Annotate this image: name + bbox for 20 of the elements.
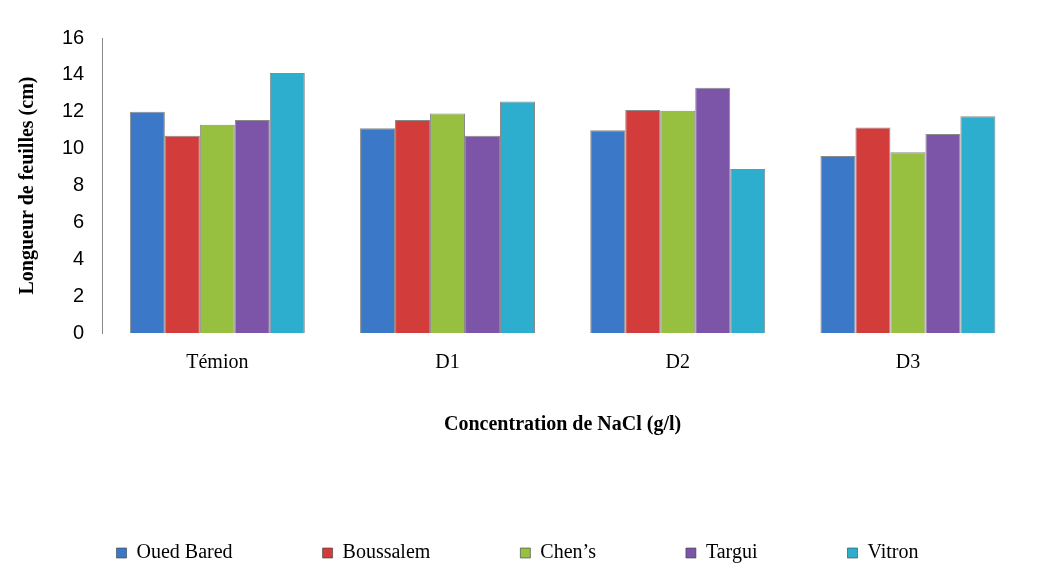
x-tick-label: D2 <box>665 350 690 373</box>
y-tick-label: 0 <box>73 320 85 343</box>
y-tick-label: 10 <box>62 136 85 159</box>
x-tick-label: D3 <box>895 350 921 373</box>
legend-label: Boussalem <box>342 540 431 563</box>
x-axis-title: Concentration de NaCl (g/l) <box>444 412 682 436</box>
y-tick-label: 14 <box>62 62 85 85</box>
y-tick-label: 6 <box>73 209 85 232</box>
x-tick-label: Témion <box>186 350 249 373</box>
legend-label: Chen’s <box>540 540 597 563</box>
x-tick-label: D1 <box>435 350 460 373</box>
y-tick-label: 16 <box>62 25 85 48</box>
y-axis-title: Longueur de feuilles (cm) <box>15 76 39 295</box>
y-tick-label: 8 <box>73 173 85 196</box>
legend-label: Vitron <box>867 540 919 563</box>
y-tick-label: 4 <box>73 246 85 269</box>
y-tick-label: 12 <box>62 99 85 122</box>
y-tick-label: 2 <box>73 283 85 306</box>
legend-label: Targui <box>705 540 758 564</box>
legend-label: Oued Bared <box>136 540 233 563</box>
